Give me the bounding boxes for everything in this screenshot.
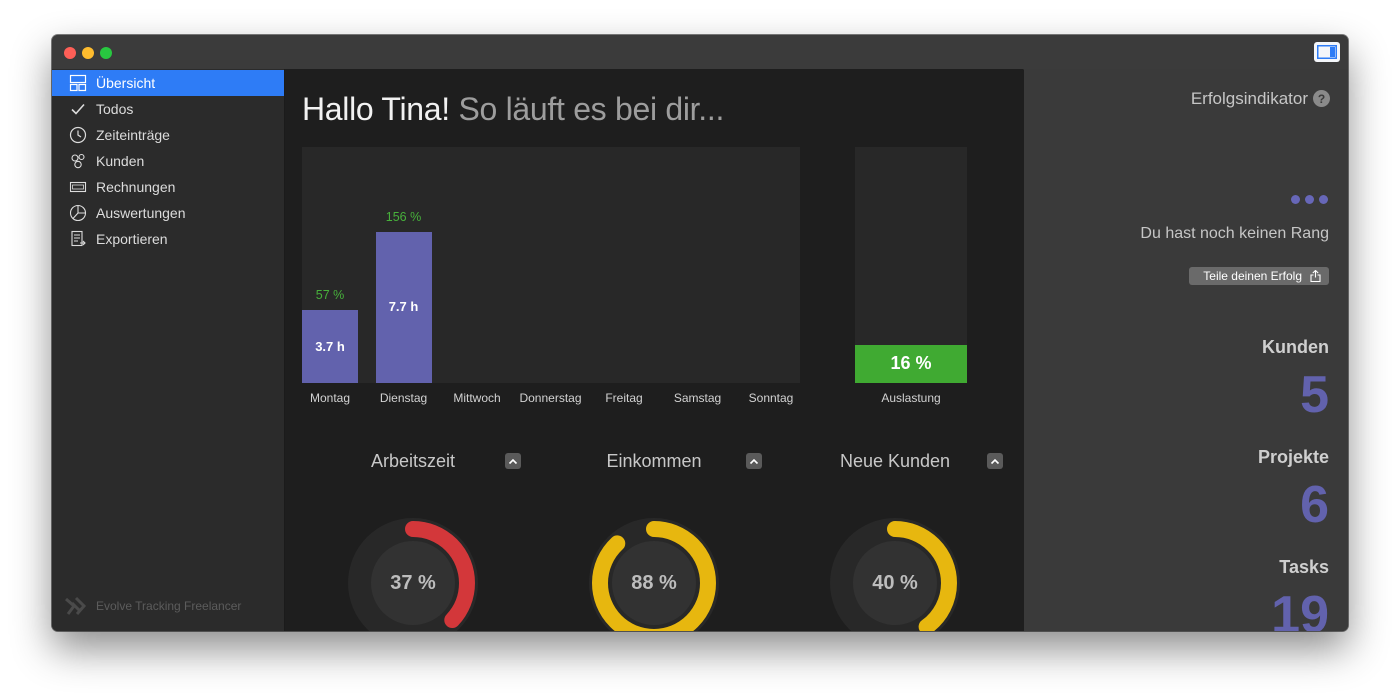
titlebar [52, 35, 1348, 70]
sidebar-item-label: Zeiteinträge [96, 127, 170, 143]
chart-icon [69, 204, 87, 222]
day-label-freitag: Freitag [605, 391, 643, 405]
day-label-sonntag: Sonntag [748, 391, 794, 405]
sidebar-item-auswertungen[interactable]: Auswertungen [52, 200, 284, 226]
gauge-title-einkommen: Einkommen [606, 451, 702, 471]
bar-montag: 3.7 h [302, 310, 358, 383]
sidebar-item-label: Kunden [96, 153, 145, 169]
sidebar-item-rechnungen[interactable]: Rechnungen [52, 174, 284, 200]
success-panel: Erfolgsindikator ? Du hast noch keinen R… [1024, 69, 1348, 631]
close-window-button[interactable] [64, 47, 76, 59]
greeting-name: Hallo Tina! [302, 91, 450, 127]
gauge-center [371, 541, 455, 625]
gauge-arc [833, 521, 957, 631]
rank-text: Du hast noch keinen Rang [1140, 225, 1329, 242]
utilization-value: 16 % [890, 353, 932, 374]
stat-value-projekte: 6 [1300, 476, 1329, 534]
bar-value-label: 3.7 h [315, 338, 345, 354]
app-logo-icon [65, 596, 86, 615]
page-title: Hallo Tina! So läuft es bei dir... [302, 91, 724, 128]
chevron-up-icon [749, 458, 759, 464]
invoice-icon [69, 178, 87, 196]
sidebar-item-exportieren[interactable]: Exportieren [52, 226, 284, 252]
gauge-center [612, 541, 696, 625]
greeting-subtitle: So läuft es bei dir... [449, 91, 725, 127]
sidebar: Übersicht Todos Zeiteinträge Kunden Rech… [52, 69, 285, 631]
rank-dots [1286, 195, 1328, 204]
stat-value-tasks: 19 [1271, 586, 1329, 631]
bar-value-label: 7.7 h [388, 299, 419, 315]
gauge-neue-kunden: 40 % [829, 517, 961, 631]
gauge-center [853, 541, 937, 625]
stat-label-projekte: Projekte [1257, 447, 1329, 467]
gauge-value: 40 % [872, 571, 918, 594]
people-icon [69, 152, 87, 170]
rank-dot [1291, 195, 1300, 204]
sidebar-item-label: Auswertungen [96, 205, 186, 221]
sidebar-item-label: Todos [96, 101, 134, 117]
stat-label-kunden: Kunden [1262, 337, 1329, 357]
gauge-arc [351, 521, 475, 631]
brand-name: Evolve Tracking Freelancer [96, 599, 242, 613]
app-window: Übersicht Todos Zeiteinträge Kunden Rech… [52, 35, 1348, 631]
utilization-bar: 16 % [855, 345, 967, 383]
day-label-donnerstag: Donnerstag [519, 391, 582, 405]
gauge-toggle-arbeitszeit[interactable] [505, 453, 521, 469]
dashboard-icon [69, 74, 87, 92]
weekly-hours-chart: 3.7 h 57 % 7.7 h 156 % [302, 147, 800, 383]
rank-dot [1305, 195, 1314, 204]
maximize-window-button[interactable] [100, 47, 112, 59]
stat-value-kunden: 5 [1300, 366, 1329, 424]
bar-percent-label: 57 % [315, 288, 345, 303]
sidebar-item-label: Übersicht [96, 75, 156, 91]
gauge-value: 37 % [390, 571, 436, 594]
day-label-mittwoch: Mittwoch [453, 391, 501, 405]
share-success-button[interactable]: Teile deinen Erfolg [1189, 267, 1329, 285]
share-button-label: Teile deinen Erfolg [1203, 269, 1302, 283]
share-icon [1310, 270, 1321, 282]
sidebar-item-label: Exportieren [96, 231, 168, 247]
day-label-samstag: Samstag [673, 391, 722, 405]
utilization-label: Auslastung [881, 391, 941, 405]
chevron-up-icon [508, 458, 518, 464]
rank-dot [1319, 195, 1328, 204]
sidebar-item-zeiteintraege[interactable]: Zeiteinträge [52, 122, 284, 148]
sidebar-toggle-button[interactable] [1314, 42, 1340, 62]
sidebar-item-kunden[interactable]: Kunden [52, 148, 284, 174]
day-label-montag: Montag [309, 391, 351, 405]
sidebar-item-todos[interactable]: Todos [52, 96, 284, 122]
gauge-arbeitszeit: 37 % [347, 517, 479, 631]
minimize-window-button[interactable] [82, 47, 94, 59]
stat-label-tasks: Tasks [1279, 557, 1329, 577]
sidebar-item-uebersicht[interactable]: Übersicht [52, 70, 284, 96]
gauge-title-neue-kunden: Neue Kunden [839, 451, 951, 471]
gauge-toggle-einkommen[interactable] [746, 453, 762, 469]
help-button[interactable]: ? [1313, 90, 1330, 107]
sidebar-item-label: Rechnungen [96, 179, 176, 195]
gauge-title-arbeitszeit: Arbeitszeit [370, 451, 456, 471]
gauge-arc [592, 521, 716, 631]
bar-percent-label: 156 % [385, 209, 422, 224]
app-brand: Evolve Tracking Freelancer [64, 595, 241, 617]
chevron-up-icon [990, 458, 1000, 464]
utilization-chart: 16 % [855, 147, 967, 383]
sidebar-toggle-icon [1317, 45, 1337, 59]
gauge-einkommen: 88 % [588, 517, 720, 631]
day-label-dienstag: Dienstag [379, 391, 428, 405]
bar-dienstag: 7.7 h [375, 231, 432, 383]
gauge-toggle-neue-kunden[interactable] [987, 453, 1003, 469]
export-icon [69, 230, 87, 248]
gauge-value: 88 % [631, 571, 677, 594]
success-indicator-title: Erfolgsindikator [1190, 89, 1308, 108]
overview-main: Hallo Tina! So läuft es bei dir... 3.7 h… [285, 69, 1023, 631]
checkmark-icon [69, 100, 87, 118]
clock-icon [69, 126, 87, 144]
